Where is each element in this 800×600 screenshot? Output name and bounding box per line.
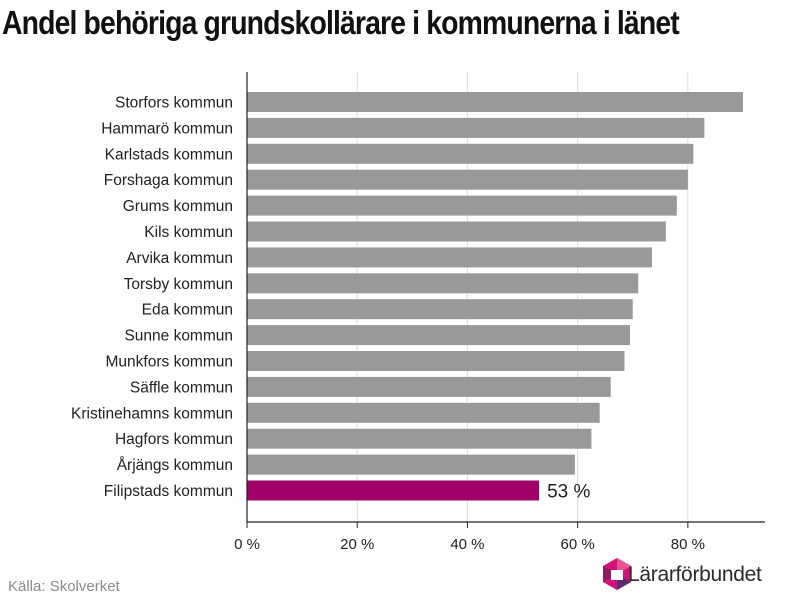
data-label: 53 % [547,482,590,503]
bar-storfors-kommun [247,92,743,112]
category-label: Karlstads kommun [105,146,233,163]
bar-kristinehamns-kommun [247,402,600,423]
category-label: Sunne kommun [124,328,233,345]
category-label: Arvika kommun [126,250,233,267]
x-tick-label: 80 % [671,536,705,553]
x-tick-label: 20 % [340,536,374,553]
bar-kils-kommun [247,221,666,242]
chart-title: Andel behöriga grundskollärare i kommune… [2,4,680,41]
logo-text: Lärarförbundet [628,563,762,586]
bar-hagfors-kommun [247,428,592,449]
bar-grums-kommun [247,195,677,216]
category-label: Eda kommun [142,302,233,319]
x-tick-label: 40 % [450,536,484,553]
category-label: Hammarö kommun [101,120,233,137]
bar-arvika-kommun [247,247,653,268]
x-tick-label: 0 % [234,536,260,553]
bar-filipstads-kommun [247,480,540,501]
category-label: Torsby kommun [124,276,233,293]
bar-hammarö-kommun [247,117,705,138]
category-label: Storfors kommun [115,95,233,112]
category-label: Hagfors kommun [115,431,233,448]
category-label: Forshaga kommun [104,172,233,189]
bar-säffle-kommun [247,376,611,397]
category-label: Årjängs kommun [117,457,233,474]
category-label: Filipstads kommun [104,483,233,500]
category-label: Munkfors kommun [106,354,233,371]
category-label: Kristinehamns kommun [71,405,233,422]
category-label: Grums kommun [123,198,233,215]
bar-forshaga-kommun [247,169,688,190]
bar-munkfors-kommun [247,351,625,371]
category-label: Säffle kommun [130,379,233,396]
bar-sunne-kommun [247,325,630,346]
category-label: Kils kommun [144,224,233,241]
bar-årjängs-kommun [247,454,575,475]
bar-karlstads-kommun [247,143,694,164]
lararforbundet-logo-icon [603,558,631,590]
x-tick-label: 60 % [561,536,595,553]
bar-eda-kommun [247,299,633,320]
source-note: Källa: Skolverket [8,578,120,595]
bar-torsby-kommun [247,273,639,294]
